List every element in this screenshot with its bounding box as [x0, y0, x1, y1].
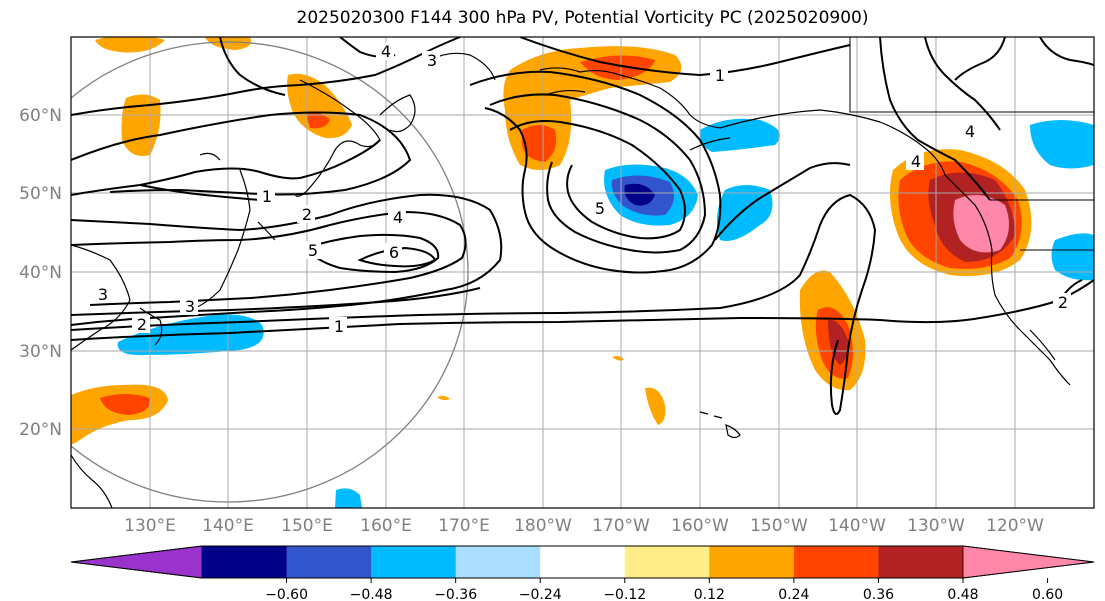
- pv-patch: [624, 183, 655, 206]
- pv-contours: [71, 37, 1094, 415]
- colorbar-tick-label: −0.36: [434, 587, 477, 601]
- colorbar-cell: [286, 546, 372, 578]
- colorbar: −0.60 −0.48 −0.36 −0.24 −0.12 0.12 0.24 0.36 0.4…: [70, 545, 1095, 601]
- contour-label: 3: [185, 297, 195, 316]
- pv-patch: [1030, 120, 1094, 169]
- colorbar-cells: [70, 545, 1095, 579]
- lon-label: 170°E: [438, 516, 490, 536]
- colorbar-cell: [709, 546, 795, 578]
- pv-patch: [305, 111, 330, 129]
- colorbar-cell: [371, 546, 457, 578]
- pv-patch: [522, 125, 557, 162]
- lon-label: 130°E: [124, 516, 176, 536]
- pv-patch: [953, 195, 1009, 253]
- lat-label: 50°N: [19, 184, 62, 204]
- pv-patch: [71, 384, 168, 445]
- pv-patch: [437, 395, 450, 401]
- colorbar-tick-label: −0.24: [519, 587, 562, 601]
- colorbar-tick-label: −0.12: [603, 587, 646, 601]
- map-frame: [70, 36, 1095, 509]
- colorbar-extend-high: [962, 545, 1095, 579]
- lon-label: 130°W: [907, 516, 965, 536]
- lon-label: 140°W: [828, 516, 886, 536]
- contour-label: 4: [911, 152, 921, 171]
- lon-label: 160°E: [360, 516, 412, 536]
- colorbar-tick-label: −0.60: [265, 587, 308, 601]
- pv-patch: [612, 356, 624, 361]
- colorbar-tick-label: 0.48: [947, 587, 978, 601]
- contour-label: 4: [965, 122, 975, 141]
- colorbar-tick-label: 0.36: [863, 587, 894, 601]
- pv-patch: [699, 118, 780, 152]
- pv-patch: [1051, 233, 1094, 281]
- lon-label: 150°E: [281, 516, 333, 536]
- colorbar-tick-label: 0.12: [694, 587, 725, 601]
- contour-label: 5: [308, 241, 318, 260]
- colorbar-ticks: −0.60 −0.48 −0.36 −0.24 −0.12 0.12 0.24 0.36 0.4…: [265, 578, 1063, 601]
- colorbar-cell: [540, 546, 626, 578]
- contour-label: 3: [98, 285, 108, 304]
- pv-patch: [100, 394, 151, 415]
- lon-label: 120°W: [986, 516, 1044, 536]
- latitude-labels: 60°N 50°N 40°N 30°N 20°N: [19, 106, 62, 440]
- contour-label: 1: [334, 317, 344, 336]
- lat-label: 20°N: [19, 420, 62, 440]
- colorbar-cell: [624, 546, 710, 578]
- lon-label: 140°E: [202, 516, 254, 536]
- lon-label: 170°W: [592, 516, 650, 536]
- graticule: [71, 37, 1094, 508]
- contour-label: 1: [262, 187, 272, 206]
- lat-label: 60°N: [19, 106, 62, 126]
- colorbar-frame: [70, 545, 1095, 579]
- colorbar-cell: [202, 546, 288, 578]
- colorbar-tick-label: −0.48: [350, 587, 393, 601]
- contour-label: 1: [715, 66, 725, 85]
- colorbar-cell: [878, 546, 964, 578]
- pv-patch: [287, 73, 352, 139]
- longitude-labels: 130°E 140°E 150°E 160°E 170°E 180°W 170°…: [124, 516, 1044, 536]
- colorbar-extend-low: [70, 545, 203, 579]
- contour-label: 5: [595, 199, 605, 218]
- pv-shading: [71, 37, 1094, 508]
- colorbar-tick-label: 0.24: [778, 587, 809, 601]
- contour-label: 3: [427, 51, 437, 70]
- lon-label: 160°W: [671, 516, 729, 536]
- contour-label: 2: [137, 315, 147, 334]
- contour-labels: 4 3 1 1 2 4 5 6 5 3 3 2 1 4 4 2: [93, 42, 1071, 336]
- lat-label: 40°N: [19, 263, 62, 283]
- lat-label: 30°N: [19, 342, 62, 362]
- contour-label: 2: [1058, 293, 1068, 312]
- contour-label: 6: [389, 243, 399, 262]
- pv-patch: [645, 387, 666, 425]
- lon-label: 180°W: [514, 516, 572, 536]
- pv-patch: [95, 37, 165, 53]
- colorbar-cell: [455, 546, 541, 578]
- contour-label: 4: [393, 208, 403, 227]
- contour-label: 2: [302, 205, 312, 224]
- map-title: 2025020300 F144 300 hPa PV, Potential Vo…: [296, 8, 869, 28]
- colorbar-tick-label: 0.60: [1032, 587, 1063, 601]
- colorbar-cell: [793, 546, 879, 578]
- contour-label: 4: [381, 42, 391, 61]
- pv-patch: [335, 488, 362, 508]
- range-circle: [71, 41, 469, 503]
- lon-label: 150°W: [750, 516, 808, 536]
